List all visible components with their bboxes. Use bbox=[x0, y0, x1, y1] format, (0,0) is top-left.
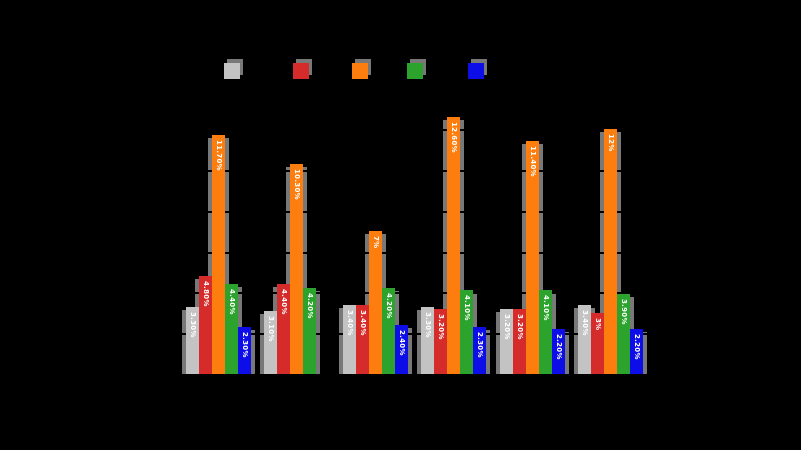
bar bbox=[551, 329, 565, 374]
bar-value-label: 4.40% bbox=[280, 289, 289, 316]
bar bbox=[199, 276, 212, 374]
gridline bbox=[162, 210, 668, 213]
bar-value-label: 3.20% bbox=[437, 313, 446, 340]
bar bbox=[578, 304, 591, 374]
bar bbox=[473, 327, 487, 374]
bar-value-label: 2.20% bbox=[633, 334, 641, 360]
bar bbox=[212, 135, 225, 374]
bar bbox=[617, 294, 630, 374]
bar bbox=[225, 284, 238, 374]
bar bbox=[368, 231, 382, 374]
gridline bbox=[162, 170, 668, 172]
bar-value-label: 4.10% bbox=[463, 295, 472, 322]
bar-value-label: 11.40% bbox=[528, 146, 537, 178]
gridline bbox=[162, 333, 668, 336]
bar bbox=[238, 327, 251, 374]
bar-value-label: 12% bbox=[607, 134, 615, 152]
legend-swatch-icon bbox=[352, 63, 368, 79]
bar-value-label: 3.20% bbox=[502, 313, 511, 340]
bar bbox=[604, 129, 617, 374]
bar bbox=[434, 308, 448, 374]
bar-value-label: 2.20% bbox=[554, 334, 563, 360]
bar-value-label: 4.80% bbox=[202, 281, 210, 307]
bar bbox=[303, 288, 317, 374]
bar-value-label: 2.40% bbox=[397, 330, 406, 356]
bar-value-label: 3.30% bbox=[189, 311, 197, 338]
bar bbox=[394, 325, 408, 374]
bar bbox=[538, 290, 552, 374]
bar bbox=[421, 306, 435, 374]
bar-value-label: 7% bbox=[371, 236, 380, 249]
bar-value-label: 4.20% bbox=[306, 293, 315, 320]
legend-swatch-icon bbox=[224, 63, 240, 79]
gridline bbox=[162, 129, 668, 132]
bar-value-label: 4.20% bbox=[384, 293, 393, 320]
bar bbox=[591, 312, 604, 374]
bar-value-label: 4.40% bbox=[228, 289, 236, 316]
legend-swatch-icon bbox=[293, 63, 309, 79]
bar-value-label: 3.40% bbox=[358, 309, 367, 336]
gridline bbox=[162, 251, 668, 254]
bar bbox=[512, 308, 526, 374]
bar-value-label: 4.10% bbox=[541, 295, 550, 322]
bar bbox=[342, 304, 356, 374]
gridline bbox=[162, 292, 668, 295]
bar-value-label: 3.40% bbox=[581, 309, 589, 336]
bar-value-label: 3.90% bbox=[620, 299, 628, 326]
bar bbox=[447, 116, 461, 374]
bar-value-label: 12.60% bbox=[450, 121, 459, 153]
bar-value-label: 10.30% bbox=[293, 168, 302, 200]
bar-value-label: 2.30% bbox=[241, 332, 249, 358]
bar-value-label: 3.20% bbox=[515, 313, 524, 340]
bar-value-label: 3.30% bbox=[424, 311, 433, 338]
bar bbox=[381, 288, 395, 374]
legend-swatch-icon bbox=[407, 63, 423, 79]
bar bbox=[277, 284, 291, 374]
legend-swatch-icon bbox=[468, 63, 484, 79]
bar bbox=[460, 290, 474, 374]
bar-value-label: 11.70% bbox=[215, 140, 223, 172]
bar-value-label: 2.30% bbox=[476, 332, 485, 358]
bar bbox=[499, 308, 513, 374]
bar bbox=[630, 329, 643, 374]
bar-value-label: 3.40% bbox=[345, 309, 354, 336]
bar bbox=[525, 141, 539, 374]
bar bbox=[290, 163, 304, 374]
bar bbox=[355, 304, 369, 374]
bar-value-label: 3% bbox=[594, 317, 602, 331]
bar bbox=[186, 306, 199, 374]
bar bbox=[264, 310, 278, 374]
bar-value-label: 3.10% bbox=[267, 315, 276, 342]
